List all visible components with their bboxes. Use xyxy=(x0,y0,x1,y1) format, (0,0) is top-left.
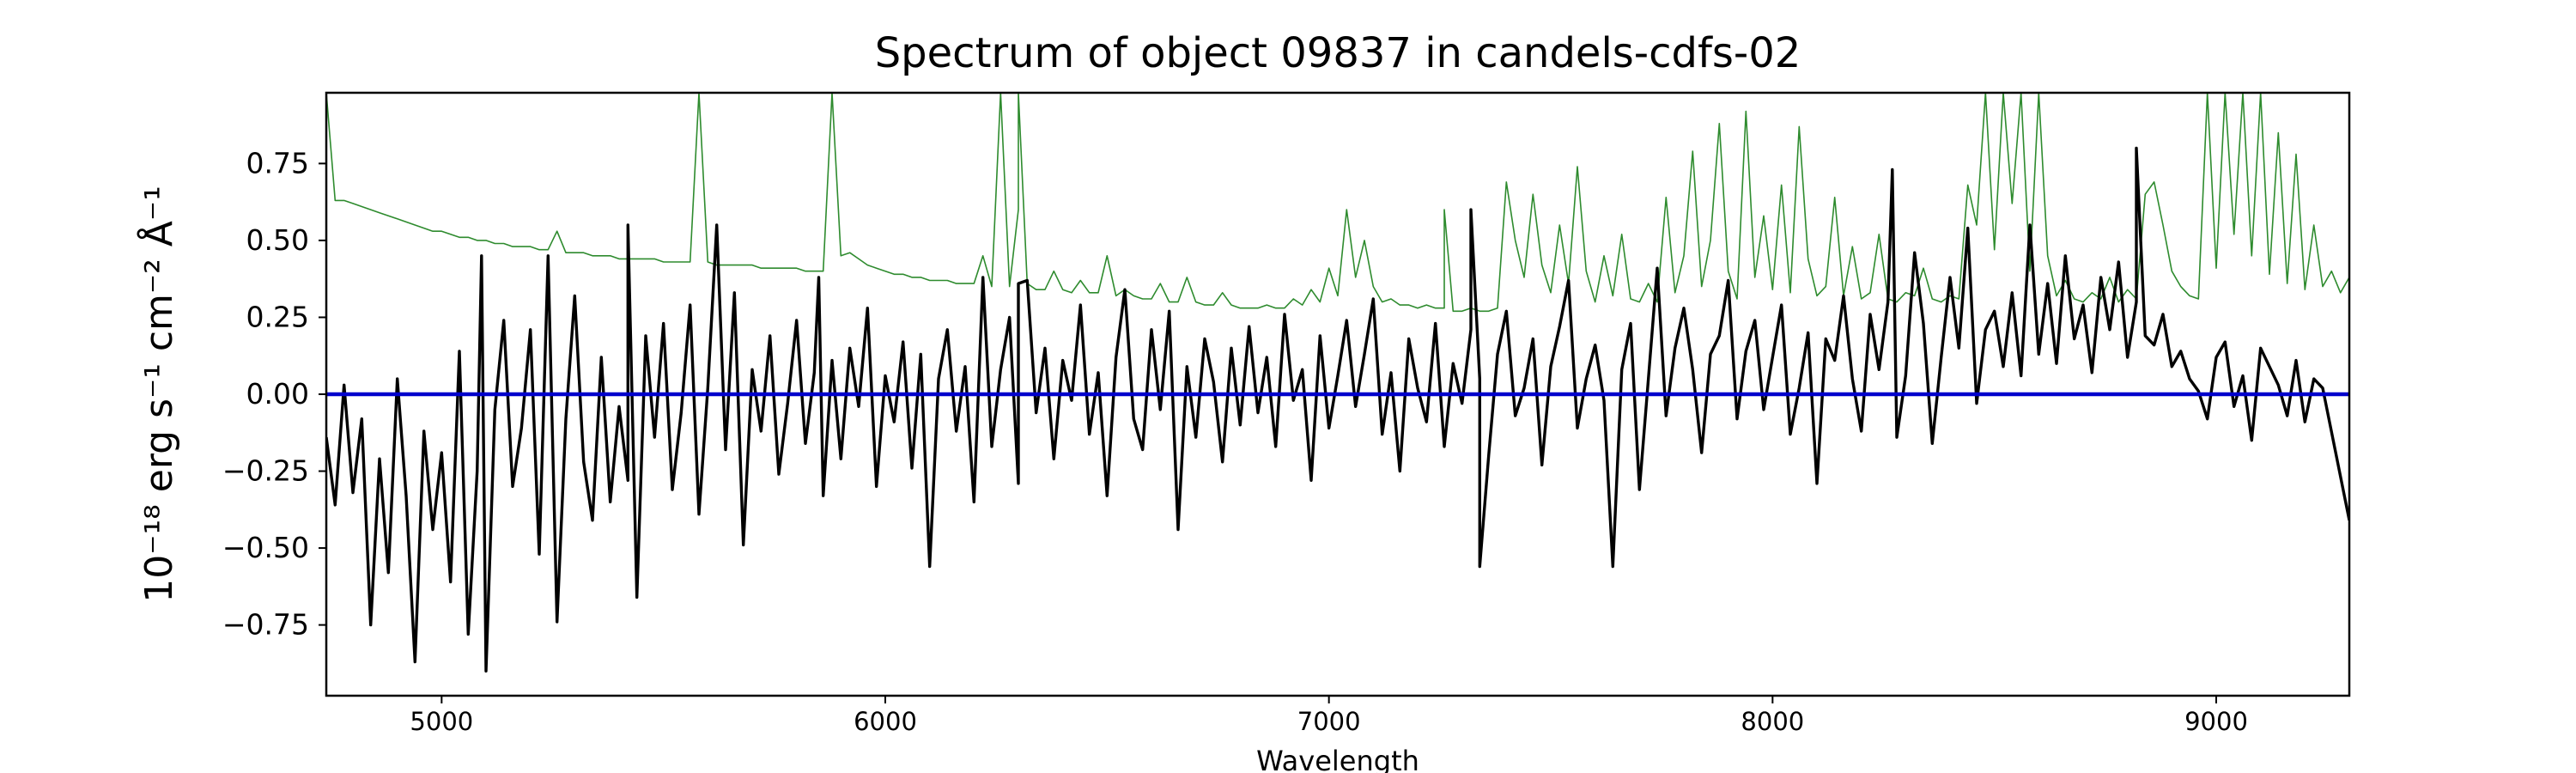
series-layer xyxy=(326,93,2349,673)
x-tick-label: 7000 xyxy=(1297,707,1361,736)
y-tick-label: −0.25 xyxy=(222,454,309,488)
plot-area xyxy=(325,91,2351,697)
x-tick-label: 6000 xyxy=(854,707,917,736)
y-tick-label: −0.50 xyxy=(222,531,309,564)
y-tick-label: 0.25 xyxy=(246,300,309,333)
y-tick-label: 0.75 xyxy=(246,146,309,180)
y-axis: −0.75 −0.50 −0.25 0.00 0.25 0.50 0.75 xyxy=(222,146,326,642)
x-axis-label: Wavelength xyxy=(1256,745,1419,773)
y-tick-label: 0.00 xyxy=(246,377,309,411)
x-axis: 5000 6000 7000 8000 9000 xyxy=(410,696,2248,736)
x-tick-label: 9000 xyxy=(2184,707,2248,736)
y-axis-label: 10⁻¹⁸ erg s⁻¹ cm⁻² Å⁻¹ xyxy=(136,186,181,602)
y-tick-label: −0.75 xyxy=(222,608,309,642)
x-tick-label: 5000 xyxy=(410,707,473,736)
series-flux-line xyxy=(326,146,2349,673)
x-tick-label: 8000 xyxy=(1741,707,1804,736)
series-noise-line xyxy=(326,93,2349,313)
chart-title: Spectrum of object 09837 in candels-cdfs… xyxy=(875,29,1801,77)
y-tick-label: 0.50 xyxy=(246,223,309,257)
